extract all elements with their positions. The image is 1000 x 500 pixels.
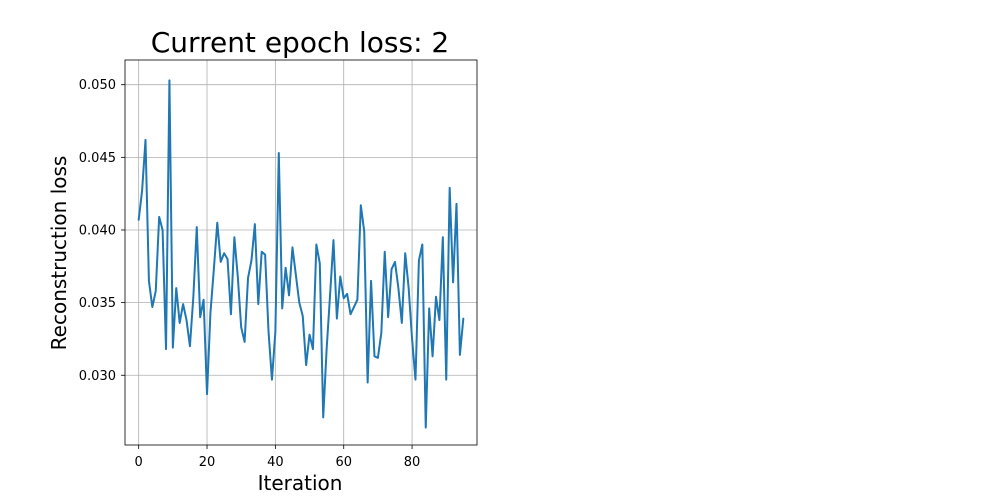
series-line [137,79,465,429]
ticks: 0 20 40 60 80 0.030 0.035 0.040 0.045 0.050 [79,78,421,470]
x-tick-label: 60 [335,455,352,470]
y-tick-label: 0.045 [79,151,116,166]
axes-frame [124,59,478,446]
chart-title: Current epoch loss: 2 [151,26,449,59]
y-tick-label: 0.030 [79,369,116,384]
x-tick-label: 80 [404,455,421,470]
x-tick-label: 20 [199,455,216,470]
x-axis-label: Iteration [258,471,343,495]
y-axis-label: Reconstruction loss [47,156,71,351]
x-tick-label: 0 [135,455,143,470]
y-tick-label: 0.035 [79,296,116,311]
x-tick-label: 40 [267,455,284,470]
grid [125,60,477,445]
y-tick-label: 0.040 [79,223,116,238]
y-tick-label: 0.050 [79,78,116,93]
